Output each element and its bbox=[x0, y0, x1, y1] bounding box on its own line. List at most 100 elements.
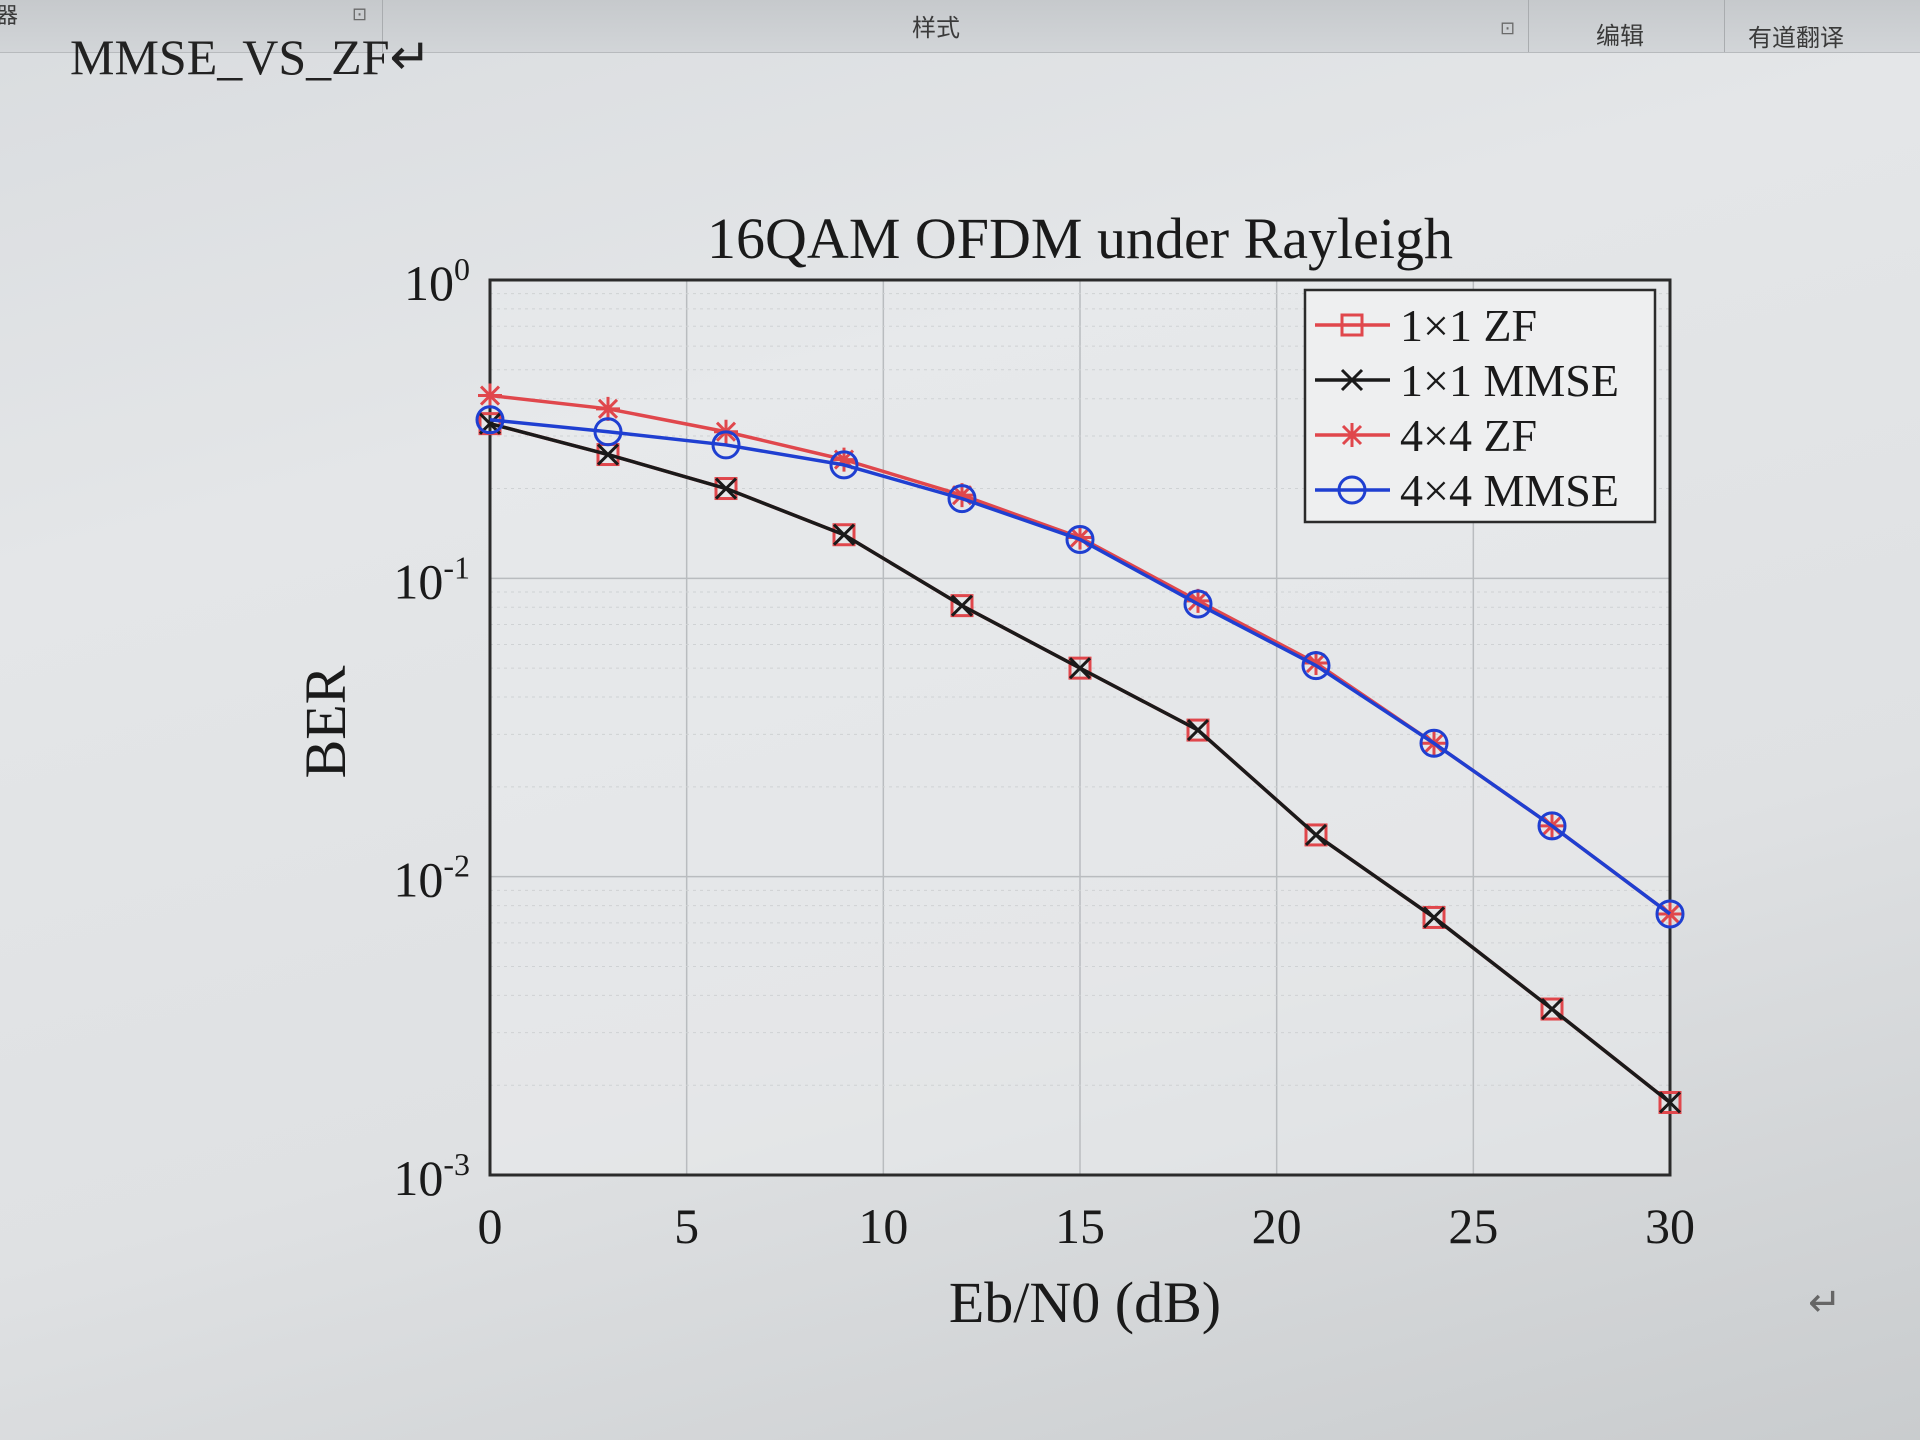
data-point-circle bbox=[1419, 728, 1449, 758]
data-point-x bbox=[1540, 997, 1564, 1021]
data-point-x bbox=[1186, 719, 1210, 742]
data-point-square bbox=[1540, 997, 1564, 1021]
star-marker bbox=[950, 483, 974, 508]
data-point-star bbox=[1304, 651, 1328, 676]
data-point-star bbox=[478, 383, 502, 408]
ribbon-divider bbox=[1724, 0, 1725, 52]
data-point-square bbox=[1658, 1090, 1682, 1114]
square-marker bbox=[832, 523, 856, 547]
paragraph-mark: ↵ bbox=[1808, 1280, 1842, 1326]
data-point-circle bbox=[1065, 524, 1095, 554]
data-point-x bbox=[950, 594, 974, 617]
edit-button[interactable]: 编辑 bbox=[1596, 22, 1644, 50]
data-point-circle bbox=[1537, 811, 1567, 841]
data-point-star bbox=[950, 483, 974, 508]
data-point-x bbox=[1658, 1091, 1682, 1114]
circle-marker bbox=[1065, 524, 1095, 554]
square-marker bbox=[714, 477, 738, 501]
data-point-circle bbox=[1655, 899, 1685, 929]
data-point-star bbox=[1186, 588, 1210, 613]
series-layer bbox=[475, 383, 1685, 1114]
x-marker bbox=[832, 523, 856, 546]
data-point-circle bbox=[593, 417, 623, 447]
x-marker bbox=[714, 477, 738, 500]
x-marker bbox=[1658, 1091, 1682, 1114]
legend-entry: 4×4 ZF bbox=[1315, 410, 1537, 461]
x-tick-label: 10 bbox=[858, 1198, 908, 1254]
star-marker bbox=[478, 383, 502, 408]
ribbon-bar: 器 ⊡ 样式 ⊡ 编辑 有道翻译 bbox=[0, 0, 1920, 53]
star-marker bbox=[1304, 651, 1328, 676]
square-marker bbox=[1304, 823, 1328, 847]
x-tick-label: 5 bbox=[674, 1198, 699, 1254]
data-point-square bbox=[1422, 905, 1446, 929]
star-marker bbox=[832, 447, 856, 472]
data-point-square bbox=[714, 477, 738, 501]
y-tick-label: 10-1 bbox=[393, 549, 470, 609]
legend-entry: 4×4 MMSE bbox=[1315, 465, 1619, 516]
y-tick-label: 10-2 bbox=[393, 848, 470, 908]
data-point-square bbox=[1340, 313, 1364, 337]
chart-title: 16QAM OFDM under Rayleigh bbox=[707, 206, 1453, 271]
translate-button[interactable]: 有道翻译 bbox=[1748, 24, 1844, 52]
square-marker bbox=[1068, 656, 1092, 680]
x-tick-label: 20 bbox=[1252, 1198, 1302, 1254]
star-marker bbox=[1068, 525, 1092, 550]
data-point-square bbox=[950, 594, 974, 618]
circle-marker bbox=[475, 405, 505, 435]
x-tick-label: 30 bbox=[1645, 1198, 1695, 1254]
square-marker bbox=[1340, 313, 1364, 337]
data-point-star bbox=[832, 447, 856, 472]
ribbon-divider bbox=[382, 0, 383, 52]
data-point-square bbox=[1304, 823, 1328, 847]
data-point-x bbox=[1068, 657, 1092, 680]
data-point-circle bbox=[711, 430, 741, 460]
data-point-star bbox=[596, 396, 620, 421]
x-marker bbox=[1540, 997, 1564, 1021]
styles-group-label: 样式 bbox=[912, 14, 960, 42]
data-point-x bbox=[596, 443, 620, 466]
x-marker bbox=[950, 594, 974, 617]
dialog-launcher-icon[interactable]: ⊡ bbox=[1500, 18, 1516, 39]
dialog-launcher-icon[interactable]: ⊡ bbox=[352, 4, 368, 25]
circle-marker bbox=[1337, 475, 1367, 505]
circle-marker bbox=[593, 417, 623, 447]
legend-entry: 1×1 ZF bbox=[1315, 300, 1537, 351]
square-marker bbox=[1422, 905, 1446, 929]
document-heading[interactable]: MMSE_VS_ZF↵ bbox=[70, 29, 432, 85]
square-marker bbox=[1540, 997, 1564, 1021]
legend-label: 4×4 ZF bbox=[1400, 410, 1537, 461]
star-marker bbox=[596, 396, 620, 421]
legend-label: 4×4 MMSE bbox=[1400, 465, 1619, 516]
circle-marker bbox=[829, 450, 859, 480]
legend-entry: 1×1 MMSE bbox=[1315, 355, 1619, 406]
ribbon-fragment: 器 bbox=[0, 4, 19, 29]
x-tick-labels: 0 5 10 15 20 25 30 bbox=[478, 1198, 1696, 1254]
legend-label: 1×1 MMSE bbox=[1400, 355, 1619, 406]
data-point-circle bbox=[1301, 651, 1331, 681]
circle-marker bbox=[1537, 811, 1567, 841]
x-axis-label: Eb/N0 (dB) bbox=[949, 1270, 1221, 1335]
x-marker bbox=[596, 443, 620, 466]
y-axis-label: BER bbox=[293, 665, 358, 778]
data-point-x bbox=[714, 477, 738, 500]
x-marker bbox=[1304, 823, 1328, 846]
data-point-circle bbox=[475, 405, 505, 435]
data-point-circle bbox=[829, 450, 859, 480]
data-point-square bbox=[1068, 656, 1092, 680]
series-3 bbox=[475, 405, 1685, 929]
data-point-circle bbox=[947, 484, 977, 514]
data-point-star bbox=[1340, 423, 1364, 447]
x-marker bbox=[1186, 719, 1210, 742]
data-point-circle bbox=[1337, 475, 1367, 505]
data-point-x bbox=[1304, 823, 1328, 846]
data-point-x bbox=[832, 523, 856, 546]
x-tick-label: 25 bbox=[1448, 1198, 1498, 1254]
data-point-square bbox=[832, 523, 856, 547]
y-tick-labels: 100 10-1 10-2 10-3 bbox=[393, 251, 470, 1206]
data-point-x bbox=[1340, 368, 1364, 392]
circle-marker bbox=[1655, 899, 1685, 929]
series-line bbox=[489, 418, 1672, 916]
